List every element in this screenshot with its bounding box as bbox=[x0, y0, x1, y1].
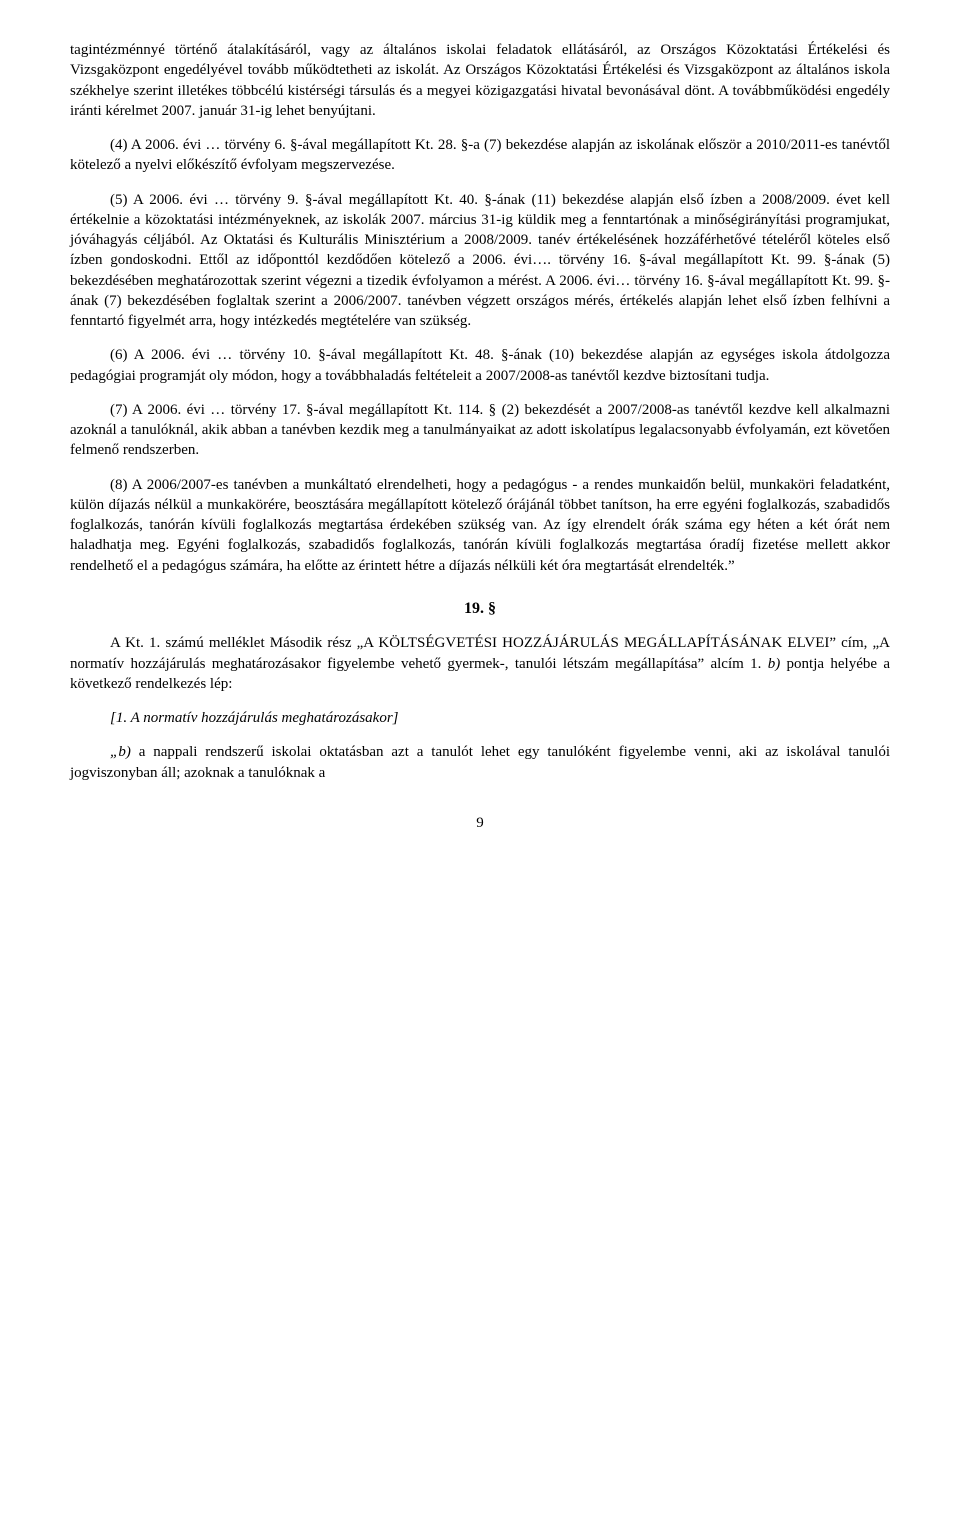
paragraph-7: (7) A 2006. évi … törvény 17. §-ával meg… bbox=[70, 400, 890, 461]
paragraph-continuation: tagintézménnyé történő átalakításáról, v… bbox=[70, 40, 890, 121]
paragraph-quote: „b) a nappali rendszerű iskolai oktatásb… bbox=[70, 742, 890, 783]
paragraph-intro: A Kt. 1. számú melléklet Második rész „A… bbox=[70, 633, 890, 694]
paragraph-5: (5) A 2006. évi … törvény 9. §-ával megá… bbox=[70, 190, 890, 332]
section-number: 19. § bbox=[70, 598, 890, 620]
page-number: 9 bbox=[70, 813, 890, 833]
paragraph-quote-text: a nappali rendszerű iskolai oktatásban a… bbox=[70, 744, 890, 780]
paragraph-bracket: [1. A normatív hozzájárulás meghatározás… bbox=[70, 708, 890, 728]
paragraph-6: (6) A 2006. évi … törvény 10. §-ával meg… bbox=[70, 345, 890, 386]
paragraph-intro-italic: b) bbox=[768, 656, 781, 672]
paragraph-4: (4) A 2006. évi … törvény 6. §-ával megá… bbox=[70, 135, 890, 176]
paragraph-8: (8) A 2006/2007-es tanévben a munkáltató… bbox=[70, 475, 890, 576]
paragraph-quote-label: „b) bbox=[110, 744, 131, 760]
